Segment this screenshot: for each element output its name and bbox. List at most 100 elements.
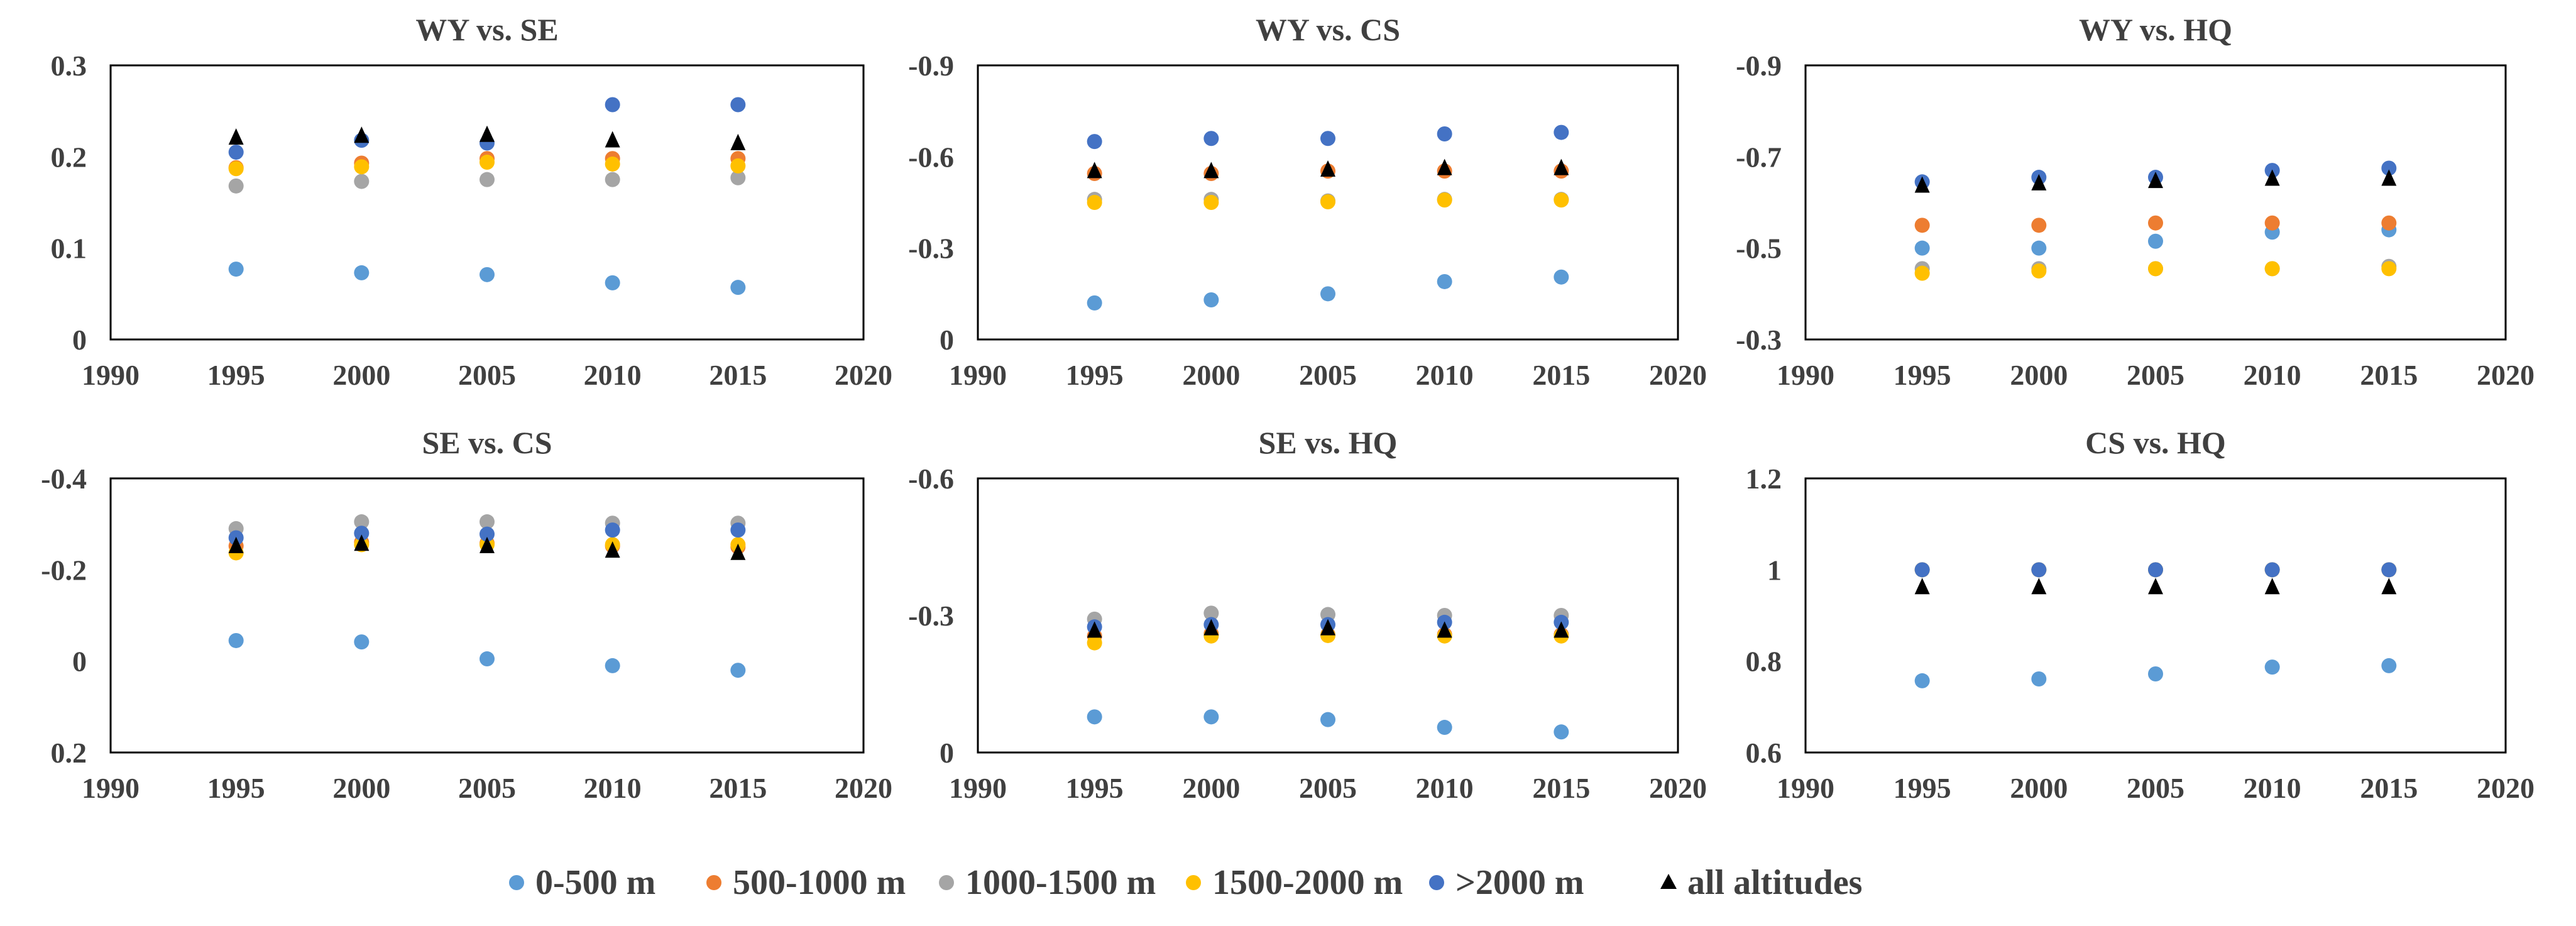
point-s4 xyxy=(354,526,370,541)
y-tick-label: 0 xyxy=(940,324,954,356)
x-tick-label: 1990 xyxy=(949,772,1007,804)
point-s3 xyxy=(2264,261,2280,277)
point-s5 xyxy=(1087,162,1102,179)
point-s4 xyxy=(2264,562,2280,578)
point-s5 xyxy=(1914,176,1930,193)
x-tick-label: 1995 xyxy=(1894,772,1951,804)
x-tick-label: 2000 xyxy=(2010,359,2068,391)
y-tick-label: 0.1 xyxy=(51,233,87,265)
point-s3 xyxy=(1914,265,1930,281)
x-tick-label: 2020 xyxy=(1649,772,1707,804)
charts-layer: WY vs. SE 0 0.1 0.2 0.3 1990 1995 2000 2005 2010 2… xyxy=(41,12,2535,804)
chart-title: SE vs. CS xyxy=(422,425,552,460)
point-s5 xyxy=(2264,169,2280,186)
point-s0 xyxy=(1087,295,1102,311)
point-s0 xyxy=(730,280,746,295)
point-s4 xyxy=(228,145,244,160)
legend-label: 0-500 m xyxy=(535,863,655,902)
point-s4 xyxy=(2031,562,2047,578)
point-s4 xyxy=(2381,160,2397,176)
y-tick-label: 0.3 xyxy=(51,50,87,82)
x-tick-label: 2005 xyxy=(2127,359,2184,391)
x-tick-label: 2015 xyxy=(709,772,767,804)
point-s2 xyxy=(480,514,495,530)
point-s3 xyxy=(1320,194,1335,210)
x-tick-label: 2010 xyxy=(1416,359,1474,391)
x-tick-label: 2015 xyxy=(2360,359,2418,391)
point-s0 xyxy=(2381,658,2397,673)
point-s5 xyxy=(2148,578,2163,595)
chart-title: WY vs. CS xyxy=(1256,12,1400,47)
x-tick-label: 2020 xyxy=(1649,359,1707,391)
point-s3 xyxy=(354,159,370,175)
y-tick-label: 1 xyxy=(1767,554,1782,586)
point-s1 xyxy=(2381,215,2397,231)
point-s0 xyxy=(605,275,620,290)
legend-item-s3: 1500-2000 m xyxy=(1186,863,1403,902)
legend: 0-500 m 500-1000 m 1000-1500 m 1500-2000 m >… xyxy=(509,863,1862,902)
plot-area-frame xyxy=(977,64,1679,341)
x-tick-label: 2015 xyxy=(709,359,767,391)
point-s2 xyxy=(605,172,620,187)
point-s3 xyxy=(2148,261,2163,277)
point-s5 xyxy=(2031,578,2047,595)
y-tick-label: 0.2 xyxy=(51,141,87,173)
point-s5 xyxy=(730,543,746,560)
chart-title: CS vs. HQ xyxy=(2085,425,2226,460)
x-tick-label: 1995 xyxy=(1066,359,1124,391)
point-s0 xyxy=(1554,269,1569,285)
point-s4 xyxy=(605,97,620,113)
point-s5 xyxy=(1437,621,1452,638)
plot-area-frame xyxy=(109,477,865,754)
legend-item-s2: 1000-1500 m xyxy=(939,863,1156,902)
y-tick-label: -0.9 xyxy=(908,50,954,82)
legend-marker xyxy=(509,875,524,890)
chart-6: CS vs. HQ 0.6 0.8 1 1.2 1990 1995 2000 2005 2010 2… xyxy=(1746,425,2535,804)
point-s3 xyxy=(1203,195,1219,210)
point-s4 xyxy=(605,522,620,538)
point-s3 xyxy=(1437,192,1452,208)
chart-5: SE vs. HQ 0 -0.3 -0.6 1990 1995 2000 2005 2010 20… xyxy=(908,425,1707,804)
point-s0 xyxy=(1914,673,1930,688)
point-s0 xyxy=(1320,286,1335,302)
y-tick-label: -0.6 xyxy=(908,463,954,495)
x-tick-label: 2010 xyxy=(1416,772,1474,804)
y-tick-label: 1.2 xyxy=(1746,463,1782,495)
point-s5 xyxy=(2148,172,2163,189)
point-s2 xyxy=(354,174,370,189)
legend-marker xyxy=(939,875,954,890)
point-s5 xyxy=(730,133,746,150)
chart-title: SE vs. HQ xyxy=(1259,425,1398,460)
y-tick-label: -0.9 xyxy=(1736,50,1782,82)
legend-item-s4: >2000 m xyxy=(1429,863,1584,902)
x-tick-label: 1990 xyxy=(1777,772,1834,804)
y-tick-label: -0.3 xyxy=(908,233,954,265)
point-s3 xyxy=(730,158,746,174)
point-s0 xyxy=(1914,240,1930,256)
chart-title: WY vs. HQ xyxy=(2079,12,2232,47)
point-s5 xyxy=(1914,578,1930,595)
legend-label: 500-1000 m xyxy=(733,863,906,902)
plot-area-frame xyxy=(977,477,1679,754)
point-s0 xyxy=(730,663,746,678)
point-s5 xyxy=(2031,174,2047,190)
point-s4 xyxy=(2148,562,2163,578)
point-s1 xyxy=(2264,215,2280,231)
chart-4: SE vs. CS 0.2 0 -0.2 -0.4 1990 1995 2000 2005 201… xyxy=(41,425,892,804)
point-s0 xyxy=(1203,709,1219,725)
legend-label: all altitudes xyxy=(1687,863,1862,902)
y-tick-label: -0.2 xyxy=(41,554,87,586)
point-s5 xyxy=(1320,619,1335,636)
y-tick-label: -0.7 xyxy=(1736,141,1782,173)
point-s2 xyxy=(480,172,495,187)
chart-title: WY vs. SE xyxy=(415,12,558,47)
point-s4 xyxy=(1554,124,1569,140)
point-s2 xyxy=(730,170,746,185)
x-tick-label: 2005 xyxy=(1299,359,1357,391)
legend-label: 1500-2000 m xyxy=(1212,863,1403,902)
x-tick-label: 2000 xyxy=(332,359,390,391)
x-tick-label: 1995 xyxy=(1894,359,1951,391)
point-s3 xyxy=(1554,192,1569,208)
point-s3 xyxy=(1087,635,1102,651)
x-tick-label: 2020 xyxy=(2477,772,2535,804)
